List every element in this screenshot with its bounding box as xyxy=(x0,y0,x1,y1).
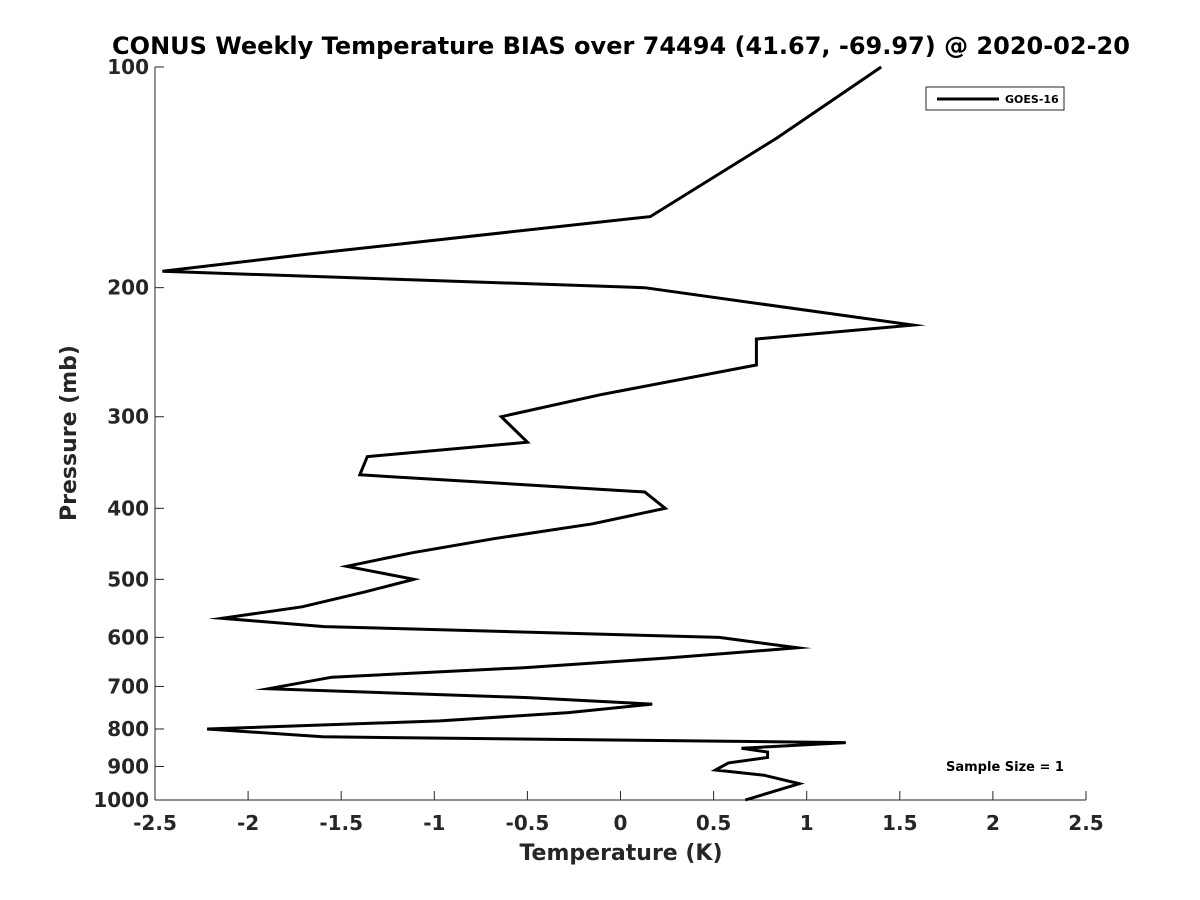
y-tick-label: 200 xyxy=(107,276,149,300)
x-tick-label: -1.5 xyxy=(319,811,363,835)
x-tick-label: 1.5 xyxy=(882,811,917,835)
y-tick-label: 900 xyxy=(107,754,149,778)
plot-area: -2.5 -2 -1.5 -1 -0.5 0 0.5 1 1.5 2 2.5 100 200 300 40… xyxy=(93,55,1103,835)
y-tick-label: 500 xyxy=(107,567,149,591)
y-tick-label: 600 xyxy=(107,625,149,649)
x-tick-label: 0.5 xyxy=(696,811,731,835)
x-tick-label: -2 xyxy=(237,811,259,835)
legend-entry-goes-16: GOES-16 xyxy=(1005,93,1059,106)
chart-title: CONUS Weekly Temperature BIAS over 74494… xyxy=(112,32,1130,60)
y-tick-label: 400 xyxy=(107,496,149,520)
x-axis-ticks: -2.5 -2 -1.5 -1 -0.5 0 0.5 1 1.5 2 2.5 xyxy=(133,791,1104,835)
x-tick-label: -2.5 xyxy=(133,811,177,835)
y-tick-label: 800 xyxy=(107,717,149,741)
x-tick-label: 2.5 xyxy=(1068,811,1103,835)
x-tick-label: -1 xyxy=(423,811,445,835)
legend: GOES-16 xyxy=(925,86,1065,111)
x-tick-label: 1 xyxy=(800,811,814,835)
x-tick-label: 2 xyxy=(986,811,1000,835)
x-tick-label: -0.5 xyxy=(506,811,550,835)
y-axis-label: Pressure (mb) xyxy=(57,345,82,521)
sample-size-annotation: Sample Size = 1 xyxy=(946,760,1064,775)
axes-frame xyxy=(155,67,1086,800)
y-axis-ticks: 100 200 300 400 500 600 700 800 900 1000 xyxy=(93,55,164,812)
y-tick-label: 100 xyxy=(107,55,149,79)
y-tick-label: 300 xyxy=(107,405,149,429)
y-tick-label: 700 xyxy=(107,674,149,698)
series-group xyxy=(162,65,927,802)
x-tick-label: 0 xyxy=(614,811,628,835)
x-axis-label: Temperature (K) xyxy=(519,841,722,866)
series-line-goes-16 xyxy=(162,65,927,802)
y-tick-label: 1000 xyxy=(93,788,149,812)
